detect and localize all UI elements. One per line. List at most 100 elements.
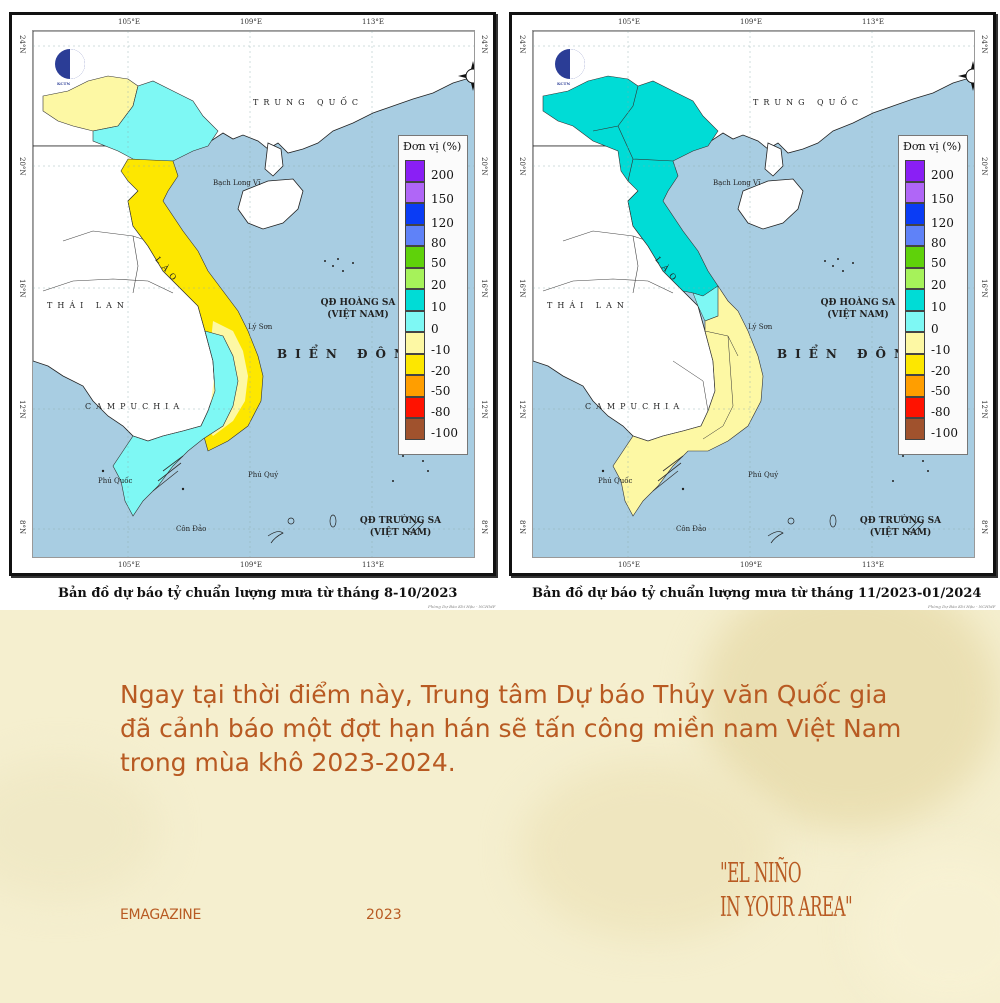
tagline-line-2: IN YOUR AREA" bbox=[720, 892, 853, 923]
lat-label: 12°N bbox=[18, 400, 26, 419]
label-phu-quoc: Phú Quốc bbox=[98, 477, 133, 485]
legend-swatch-50 bbox=[905, 246, 925, 268]
lon-label: 113°E bbox=[862, 561, 884, 569]
legend-swatch-120 bbox=[405, 203, 425, 225]
legend-swatch-neg50 bbox=[405, 375, 425, 397]
legend-label: -10 bbox=[431, 343, 451, 357]
lat-label: 24°N bbox=[18, 35, 26, 54]
label-ly-son: Lý Sơn bbox=[248, 323, 273, 331]
label-con-dao: Côn Đảo bbox=[176, 525, 207, 533]
legend-label: 50 bbox=[931, 256, 947, 270]
legend-swatch-0 bbox=[905, 310, 925, 332]
legend-title: Đơn vị (%) bbox=[903, 140, 962, 153]
lat-label: 24°N bbox=[518, 35, 526, 54]
lon-label: 105°E bbox=[618, 18, 640, 26]
legend-label: -50 bbox=[931, 384, 951, 398]
label-hoang-sa: QĐ HOÀNG SA (VIỆT NAM) bbox=[820, 298, 896, 320]
lat-label: 8°N bbox=[518, 520, 526, 535]
map-area: KCTN TRUNG QUỐC Bạch Long Vĩ LÀO THÁI LA… bbox=[532, 30, 975, 558]
legend-swatch-neg80 bbox=[405, 396, 425, 418]
lat-label: 20°N bbox=[480, 157, 488, 176]
lat-label: 16°N bbox=[18, 279, 26, 298]
legend-label: 50 bbox=[431, 256, 447, 270]
legend-swatch-200 bbox=[405, 160, 425, 182]
legend-swatch-50 bbox=[405, 246, 425, 268]
legend-label: -100 bbox=[431, 426, 458, 440]
lat-label: 20°N bbox=[18, 157, 26, 176]
lon-label: 113°E bbox=[362, 18, 384, 26]
legend-label: 10 bbox=[931, 300, 947, 314]
lon-label: 105°E bbox=[118, 18, 140, 26]
label-east-sea: BIỂN ĐÔNG bbox=[277, 347, 432, 361]
label-hoang-sa: QĐ HOÀNG SA (VIỆT NAM) bbox=[320, 298, 396, 320]
background-texture bbox=[520, 760, 780, 940]
legend-swatch-200 bbox=[905, 160, 925, 182]
label-east-sea: BIỂN ĐÔNG bbox=[777, 347, 932, 361]
legend-label: 80 bbox=[431, 236, 447, 250]
map-panel-nov-2023-jan-2024: KCTN TRUNG QUỐC Bạch Long Vĩ LÀO THÁI LA… bbox=[509, 12, 996, 576]
legend-label: -80 bbox=[931, 405, 951, 419]
label-con-dao: Côn Đảo bbox=[676, 525, 707, 533]
background-texture bbox=[860, 850, 1000, 1003]
lat-label: 8°N bbox=[980, 520, 988, 535]
label-phu-quoc: Phú Quốc bbox=[598, 477, 633, 485]
label-thailand: THÁI LAN bbox=[547, 301, 629, 310]
lat-label: 16°N bbox=[980, 279, 988, 298]
legend-label: 200 bbox=[431, 168, 454, 182]
label-phu-quy: Phú Quý bbox=[248, 471, 279, 479]
legend: Đơn vị (%) 200 150 120 80 50 20 bbox=[898, 135, 968, 455]
legend-label: 120 bbox=[431, 216, 454, 230]
lat-label: 12°N bbox=[518, 400, 526, 419]
lon-label: 105°E bbox=[618, 561, 640, 569]
legend-label: 20 bbox=[931, 278, 947, 292]
kctn-logo bbox=[555, 49, 585, 79]
tagline-line-1: "EL NIÑO bbox=[720, 858, 802, 889]
legend-swatch-120 bbox=[905, 203, 925, 225]
label-china: TRUNG QUỐC bbox=[753, 98, 864, 107]
maps-section: KCTN TRUNG QUỐC Bạch Long Vĩ LÀO THÁI LA… bbox=[9, 12, 996, 609]
logo-text: KCTN bbox=[557, 81, 571, 86]
legend-label: -20 bbox=[931, 364, 951, 378]
label-cambodia: CAMPUCHIA bbox=[585, 402, 685, 411]
lon-label: 105°E bbox=[118, 561, 140, 569]
legend-swatch-0 bbox=[405, 310, 425, 332]
label-truong-sa: QĐ TRƯỜNG SA (VIỆT NAM) bbox=[859, 516, 942, 538]
legend-label: -10 bbox=[931, 343, 951, 357]
map-credit-right: Phòng Dự Báo Khí Hậu - NCHMF bbox=[928, 604, 996, 609]
legend-label: 150 bbox=[931, 192, 954, 206]
legend-swatch-neg20 bbox=[905, 353, 925, 375]
legend-swatch-20 bbox=[405, 267, 425, 289]
label-truong-sa: QĐ TRƯỜNG SA (VIỆT NAM) bbox=[359, 516, 442, 538]
lon-label: 113°E bbox=[362, 561, 384, 569]
legend-label: 80 bbox=[931, 236, 947, 250]
lat-label: 12°N bbox=[480, 400, 488, 419]
year-label: 2023 bbox=[366, 907, 402, 923]
map-caption-right: Bản đồ dự báo tỷ chuẩn lượng mưa từ thán… bbox=[532, 586, 982, 601]
legend-label: 200 bbox=[931, 168, 954, 182]
legend-swatch-neg100 bbox=[405, 418, 425, 440]
lat-label: 16°N bbox=[518, 279, 526, 298]
legend-label: 20 bbox=[431, 278, 447, 292]
legend-label: -20 bbox=[431, 364, 451, 378]
legend-label: 150 bbox=[431, 192, 454, 206]
label-bach-long-vi: Bạch Long Vĩ bbox=[713, 179, 761, 187]
lat-label: 8°N bbox=[18, 520, 26, 535]
legend-swatch-neg50 bbox=[905, 375, 925, 397]
label-china: TRUNG QUỐC bbox=[253, 98, 364, 107]
kctn-logo bbox=[55, 49, 85, 79]
lon-label: 109°E bbox=[240, 561, 262, 569]
legend-label: 0 bbox=[431, 322, 439, 336]
legend-swatch-80 bbox=[905, 224, 925, 246]
brand-label: EMAGAZINE bbox=[120, 907, 202, 923]
article-quote: Ngay tại thời điểm này, Trung tâm Dự báo… bbox=[120, 680, 902, 777]
lat-label: 16°N bbox=[480, 279, 488, 298]
map-credit-left: Phòng Dự Báo Khí Hậu - NCHMF bbox=[428, 604, 496, 609]
label-bach-long-vi: Bạch Long Vĩ bbox=[213, 179, 261, 187]
article-text-section: Ngay tại thời điểm này, Trung tâm Dự báo… bbox=[0, 610, 1000, 1003]
legend-swatch-neg10 bbox=[905, 332, 925, 354]
label-thailand: THÁI LAN bbox=[47, 301, 129, 310]
legend-label: 120 bbox=[931, 216, 954, 230]
compass-rose-icon bbox=[458, 61, 474, 91]
legend-swatch-neg100 bbox=[905, 418, 925, 440]
label-phu-quy: Phú Quý bbox=[748, 471, 779, 479]
